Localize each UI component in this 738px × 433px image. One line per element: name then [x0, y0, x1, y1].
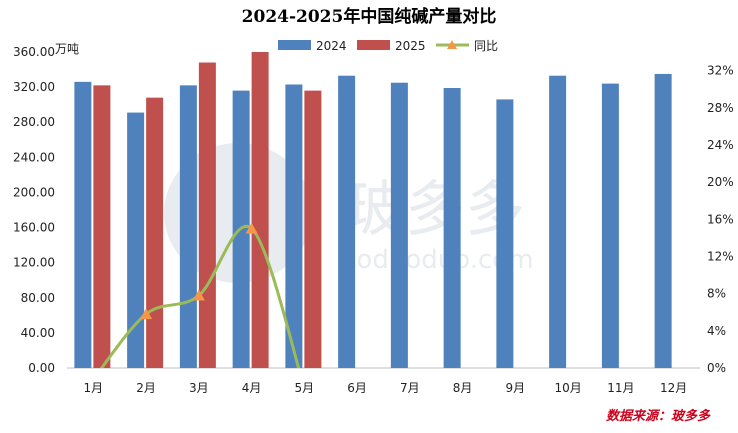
x-tick-label: 8月 — [453, 381, 473, 395]
x-tick-label: 3月 — [189, 381, 209, 395]
y-left-tick-label: 240.00 — [13, 150, 55, 164]
bar-2024-7月 — [390, 82, 408, 368]
bar-2025-4月 — [251, 52, 269, 368]
x-tick-label: 9月 — [506, 381, 526, 395]
bar-2024-11月 — [601, 83, 619, 368]
line-同比 — [99, 224, 301, 368]
x-tick-label: 11月 — [607, 381, 634, 395]
line-marker-同比 — [192, 289, 205, 301]
y-right-tick-label: 0% — [707, 361, 726, 375]
y-left-tick-label: 120.00 — [13, 256, 55, 270]
y-right-tick-label: 16% — [707, 212, 734, 226]
y-right-tick-label: 32% — [707, 64, 734, 78]
watermark-text: 玻多多 — [345, 175, 525, 245]
y-right-tick-label: 24% — [707, 138, 734, 152]
bar-2024-9月 — [496, 99, 514, 369]
left-axis-unit: 万吨 — [55, 42, 79, 56]
x-tick-label: 7月 — [400, 381, 420, 395]
x-tick-label: 12月 — [660, 381, 687, 395]
bar-2025-5月 — [304, 90, 322, 368]
y-left-tick-label: 40.00 — [21, 326, 55, 340]
bar-2024-10月 — [549, 75, 567, 368]
y-right-tick-label: 28% — [707, 101, 734, 115]
bar-2025-3月 — [198, 62, 216, 369]
legend: 2024 2025 同比 — [278, 39, 498, 53]
y-left-tick-label: 80.00 — [21, 291, 55, 305]
bar-2024-2月 — [127, 112, 145, 368]
legend-marker-同比 — [447, 40, 457, 49]
y-right-tick-label: 4% — [707, 324, 726, 338]
bar-2024-12月 — [654, 73, 672, 368]
y-right-tick-label: 8% — [707, 287, 726, 301]
chart-title: 2024-2025年中国纯碱产量对比 — [242, 6, 497, 27]
x-tick-label: 2月 — [136, 381, 156, 395]
bar-2025-1月 — [93, 85, 111, 368]
legend-label-2024: 2024 — [316, 39, 347, 53]
y-left-tick-label: 360.00 — [13, 45, 55, 59]
legend-swatch-2025 — [357, 40, 390, 50]
y-left-tick-label: 200.00 — [13, 185, 55, 199]
x-tick-label: 4月 — [242, 381, 262, 395]
bar-2024-6月 — [338, 75, 356, 368]
legend-swatch-2024 — [278, 40, 311, 50]
bar-2024-5月 — [285, 84, 303, 368]
line-marker-同比 — [245, 222, 258, 234]
x-tick-label: 6月 — [347, 381, 367, 395]
x-tick-label: 10月 — [554, 381, 581, 395]
source-note: 数据来源：玻多多 — [606, 408, 711, 424]
legend-label-2025: 2025 — [395, 39, 426, 53]
y-right-tick-label: 20% — [707, 175, 734, 189]
y-left-tick-label: 280.00 — [13, 115, 55, 129]
bar-2024-1月 — [74, 81, 92, 368]
y-right-tick-label: 12% — [707, 249, 734, 263]
bar-2025-2月 — [146, 97, 164, 369]
legend-label-同比: 同比 — [474, 39, 498, 53]
y-left-tick-label: 320.00 — [13, 80, 55, 94]
bar-2024-3月 — [179, 85, 197, 368]
y-left-tick-label: 160.00 — [13, 221, 55, 235]
bar-2024-8月 — [443, 87, 461, 368]
x-tick-label: 5月 — [295, 381, 315, 395]
y-left-tick-label: 0.00 — [28, 361, 55, 375]
x-tick-label: 1月 — [84, 381, 104, 395]
line-marker-同比 — [140, 308, 153, 320]
